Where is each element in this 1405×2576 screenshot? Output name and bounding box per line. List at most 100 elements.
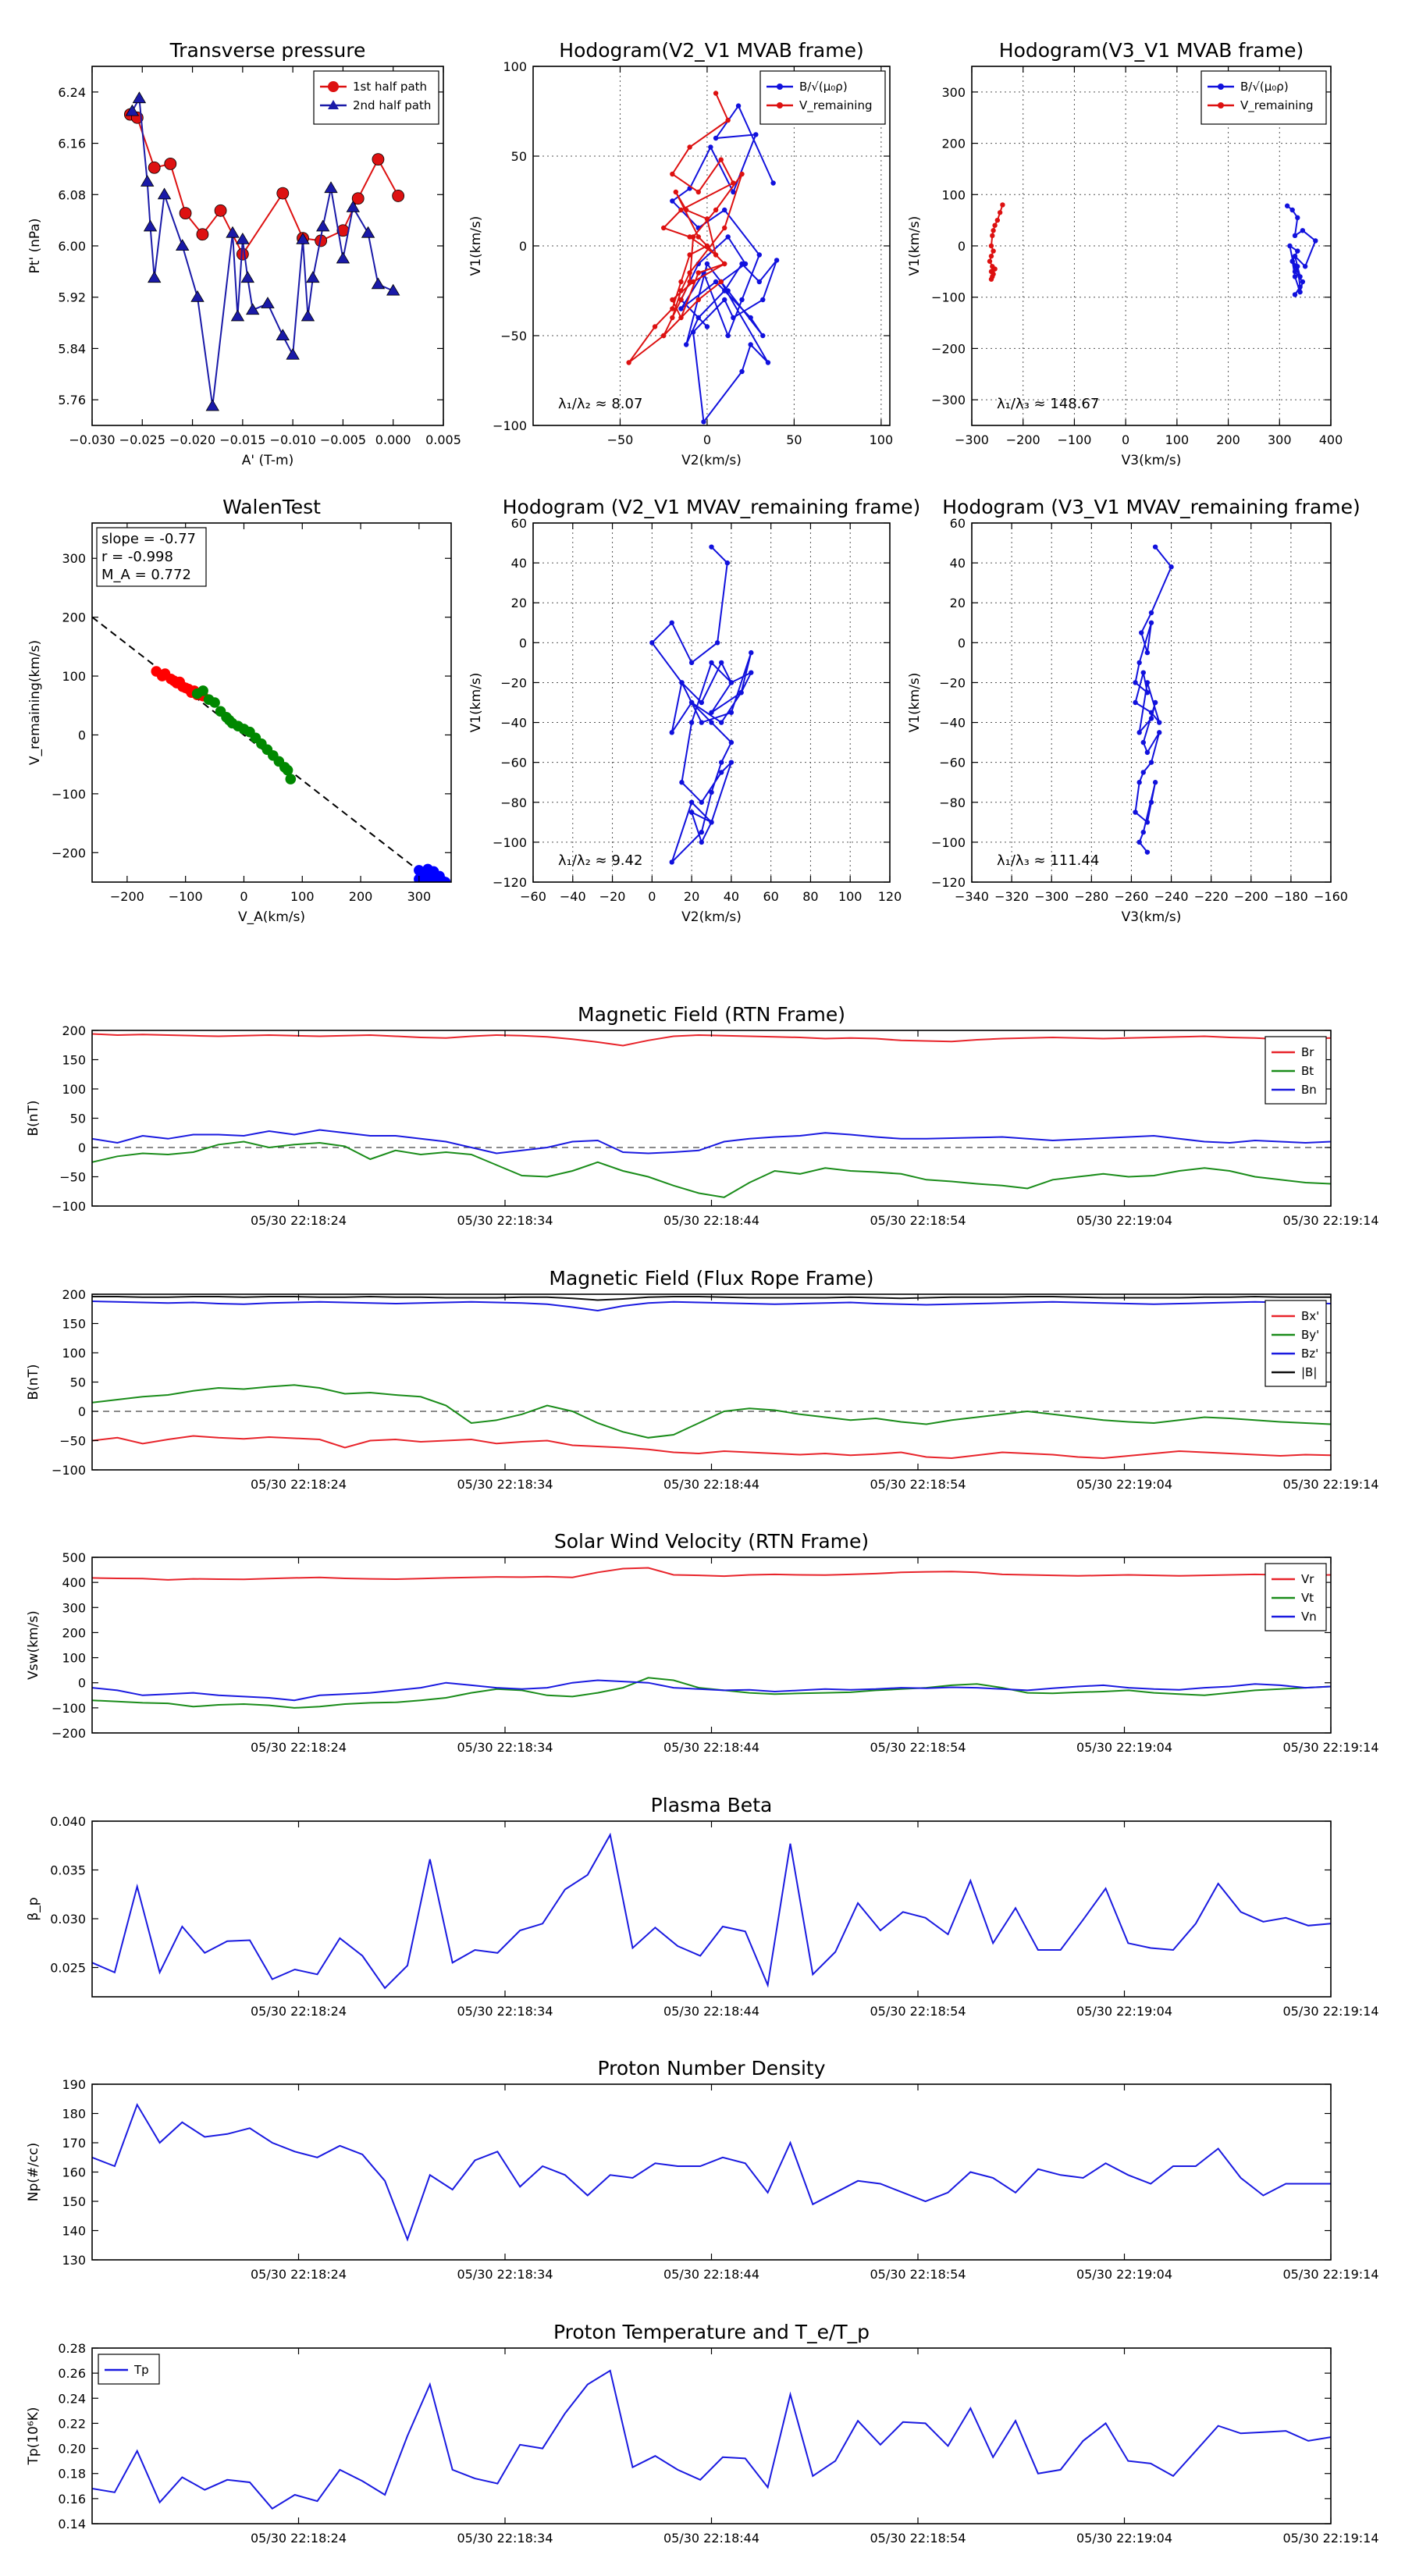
x-tick-label: 80 [802, 889, 818, 904]
y-tick-label: 0.28 [58, 2341, 86, 2356]
x-tick-label: 05/30 22:18:34 [457, 2267, 553, 2282]
chart-title: Hodogram(V2_V1 MVAB frame) [559, 39, 863, 62]
data-point [722, 207, 727, 213]
y-tick-label: 160 [62, 2165, 86, 2180]
data-point [713, 207, 719, 213]
chart-title: Proton Temperature and T_e/T_p [553, 2321, 870, 2343]
x-tick-label: −260 [1114, 889, 1148, 904]
data-point [197, 685, 208, 696]
series-2 [414, 863, 451, 882]
data-point [431, 875, 443, 882]
y-tick-label: 0 [958, 239, 966, 254]
data-point [1144, 680, 1151, 685]
x-axis-label: A' (T-m) [242, 453, 294, 468]
y-tick-label: 50 [511, 149, 527, 164]
data-point [324, 181, 338, 194]
data-point [1313, 238, 1318, 244]
data-point [728, 680, 735, 685]
data-point [725, 288, 731, 294]
series-1 [125, 91, 400, 411]
plot-area [92, 1567, 1331, 1709]
y-tick-label: 0.030 [50, 1912, 86, 1927]
data-point [1302, 264, 1308, 269]
y-tick-label: 5.84 [58, 341, 86, 356]
data-point [688, 660, 695, 666]
y-tick-label: 0 [78, 728, 86, 742]
legend-marker [1218, 102, 1224, 109]
y-tick-label: 200 [62, 1287, 86, 1302]
data-point [1292, 253, 1298, 259]
legend-label: Vt [1301, 1591, 1314, 1605]
x-tick-label: −0.030 [69, 432, 115, 447]
x-tick-label: −0.025 [119, 432, 165, 447]
data-point [336, 251, 350, 264]
x-tick-label: −340 [955, 889, 989, 904]
data-point [988, 243, 994, 249]
y-tick-label: 500 [62, 1550, 86, 1565]
x-tick-label: 05/30 22:18:44 [663, 1213, 759, 1228]
data-point [1140, 739, 1146, 745]
data-point [1000, 202, 1005, 208]
data-point [1297, 289, 1303, 295]
data-point [724, 560, 731, 566]
y-tick-label: −50 [59, 1170, 86, 1185]
data-point [669, 730, 674, 735]
y-tick-label: 0.18 [58, 2467, 86, 2482]
data-point [1289, 258, 1295, 264]
series-line-0 [92, 1435, 1331, 1460]
legend-label: Br [1301, 1045, 1314, 1059]
data-point [704, 216, 710, 222]
series-line-2 [92, 1129, 1331, 1155]
data-point [1140, 670, 1146, 675]
panel-5: −340 −320 −300 −280 −260 −240 −220 −200 −180 −160… [907, 496, 1361, 925]
data-point [226, 226, 240, 238]
chart-title: Magnetic Field (Flux Rope Frame) [549, 1267, 873, 1290]
data-point [140, 175, 155, 187]
x-tick-label: 100 [1165, 432, 1190, 447]
data-point [695, 315, 701, 321]
series-1 [626, 91, 745, 365]
y-tick-label: −100 [931, 835, 966, 850]
y-tick-label: −200 [52, 845, 86, 860]
y-tick-label: 0.035 [50, 1863, 86, 1878]
x-tick-label: 05/30 22:18:54 [870, 1740, 966, 1755]
data-point [722, 288, 727, 294]
data-point [179, 207, 192, 220]
data-point [739, 171, 745, 177]
y-tick-label: −50 [500, 329, 527, 343]
data-point [713, 279, 719, 285]
data-point [731, 189, 736, 195]
x-tick-label: −200 [110, 889, 144, 904]
panel-4: −60 −40 −20 0 20 40 60 80 100 120 −120 −100 −80 −60 −4… [468, 496, 920, 925]
x-tick-label: 05/30 22:19:14 [1282, 2004, 1378, 2019]
data-point [1300, 228, 1306, 233]
x-tick-label: 05/30 22:19:04 [1076, 2004, 1172, 2019]
x-tick-label: 0 [1122, 432, 1129, 447]
data-point [236, 232, 250, 244]
x-tick-label: 50 [786, 432, 802, 447]
legend-marker [328, 100, 339, 109]
data-point [673, 189, 678, 195]
data-point [196, 228, 209, 241]
data-point [132, 91, 147, 104]
data-point [718, 720, 724, 725]
y-tick-label: −120 [493, 875, 527, 890]
y-tick-label: −100 [493, 418, 527, 433]
y-tick-label: 150 [62, 2194, 86, 2209]
data-point [678, 306, 684, 311]
x-tick-label: −200 [1006, 432, 1040, 447]
x-tick-label: 100 [870, 432, 894, 447]
y-tick-label: 5.92 [58, 290, 86, 305]
data-point [276, 329, 290, 341]
legend-box [313, 70, 439, 125]
y-tick-label: 100 [62, 669, 86, 684]
data-point [660, 333, 667, 339]
data-point [997, 210, 1003, 215]
y-tick-label: −40 [500, 716, 527, 731]
x-tick-label: 0.005 [425, 432, 461, 447]
data-point [361, 226, 375, 238]
y-tick-label: −100 [52, 1701, 86, 1716]
plot-frame [971, 522, 1332, 883]
x-tick-label: −0.010 [270, 432, 316, 447]
x-tick-label: 05/30 22:18:24 [251, 1740, 347, 1755]
